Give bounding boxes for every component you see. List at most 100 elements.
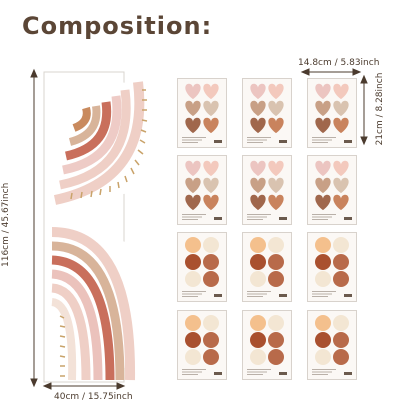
dot-sticker <box>250 332 266 348</box>
dot-sticker <box>333 254 349 270</box>
page-title: Composition: <box>22 12 213 40</box>
dot-sticker <box>333 237 349 253</box>
heart-sticker <box>185 100 201 117</box>
dot-sticker <box>333 332 349 348</box>
heart-sticker-sheet <box>177 155 227 225</box>
brand-mark <box>344 140 352 143</box>
fine-print-line <box>312 139 332 141</box>
heart-sticker <box>203 100 219 117</box>
brand-mark <box>214 217 222 220</box>
fine-print-line <box>182 296 198 297</box>
heart-sticker <box>185 117 201 134</box>
fine-print-line <box>247 296 263 297</box>
dot-sticker-sheet <box>177 232 227 302</box>
dot-sticker-sheet <box>242 232 292 302</box>
fine-print-line <box>312 374 328 375</box>
heart-sticker <box>203 83 219 100</box>
heart-sticker <box>185 194 201 211</box>
heart-sticker <box>333 83 349 100</box>
heart-sticker <box>203 117 219 134</box>
dot-sticker <box>268 315 284 331</box>
fine-print-line <box>312 216 332 218</box>
heart-sticker-sheet <box>242 155 292 225</box>
fine-print-line <box>312 296 328 297</box>
heart-sticker <box>333 177 349 194</box>
fine-print-line <box>312 142 328 143</box>
heart-sticker-sheet <box>307 155 357 225</box>
brand-mark <box>279 372 287 375</box>
heart-sticker <box>315 83 331 100</box>
dot-sticker <box>185 332 201 348</box>
fine-print-line <box>182 219 198 220</box>
fine-print-line <box>182 216 202 218</box>
dot-sticker <box>250 349 266 365</box>
heart-sticker-sheet <box>177 78 227 148</box>
dot-sticker <box>185 254 201 270</box>
dot-sticker-sheet <box>307 232 357 302</box>
dot-sticker <box>315 349 331 365</box>
panel-height-label: 116cm / 45.67inch <box>1 182 11 267</box>
fine-print-line <box>182 214 206 215</box>
dot-sticker <box>315 271 331 287</box>
fine-print-line <box>247 369 271 370</box>
dot-sticker <box>268 237 284 253</box>
brand-mark <box>279 140 287 143</box>
dot-sticker <box>268 332 284 348</box>
panel-width-label: 40cm / 15.75inch <box>54 392 133 402</box>
fine-print-line <box>312 369 336 370</box>
fine-print-line <box>247 142 263 143</box>
fine-print-line <box>182 291 206 292</box>
panel-height-dimension-line <box>30 68 38 388</box>
fine-print-line <box>182 374 198 375</box>
sheet-width-label: 14.8cm / 5.83inch <box>298 58 380 68</box>
dot-sticker <box>250 315 266 331</box>
fine-print-line <box>182 369 206 370</box>
rainbow-bottom <box>50 227 138 381</box>
fine-print-line <box>182 139 202 141</box>
fine-print-line <box>312 214 336 215</box>
rainbow-bottom-dashes <box>59 315 66 377</box>
dot-sticker <box>203 254 219 270</box>
rainbow-top-dashes <box>70 89 148 200</box>
heart-sticker <box>268 160 284 177</box>
dot-sticker <box>315 254 331 270</box>
fine-print-line <box>247 216 267 218</box>
dot-sticker <box>268 254 284 270</box>
fine-print-line <box>247 371 267 373</box>
dot-sticker <box>333 271 349 287</box>
fine-print-line <box>247 137 271 138</box>
brand-mark <box>344 294 352 297</box>
heart-sticker <box>315 177 331 194</box>
fine-print-line <box>312 219 328 220</box>
heart-sticker <box>250 160 266 177</box>
sheet-width-dimension-line <box>300 68 362 76</box>
dot-sticker <box>315 332 331 348</box>
heart-sticker <box>333 117 349 134</box>
brand-mark <box>214 140 222 143</box>
heart-sticker <box>268 117 284 134</box>
dot-sticker <box>203 332 219 348</box>
dot-sticker <box>185 237 201 253</box>
dot-sticker <box>250 254 266 270</box>
heart-sticker <box>315 160 331 177</box>
heart-sticker <box>268 177 284 194</box>
dot-sticker <box>333 315 349 331</box>
fine-print-line <box>247 214 271 215</box>
fine-print-line <box>312 291 336 292</box>
dot-sticker-sheet <box>177 310 227 380</box>
dot-sticker <box>268 271 284 287</box>
heart-sticker <box>185 83 201 100</box>
heart-sticker <box>250 117 266 134</box>
heart-sticker <box>250 100 266 117</box>
sheet-height-dimension-line <box>360 74 368 146</box>
heart-sticker <box>333 194 349 211</box>
heart-sticker <box>250 177 266 194</box>
fine-print-line <box>182 293 202 295</box>
dot-sticker <box>203 315 219 331</box>
fine-print-line <box>247 291 271 292</box>
decal-panel-outline <box>43 71 125 383</box>
heart-sticker-sheet <box>242 78 292 148</box>
fine-print-line <box>182 137 206 138</box>
fine-print-line <box>312 137 336 138</box>
